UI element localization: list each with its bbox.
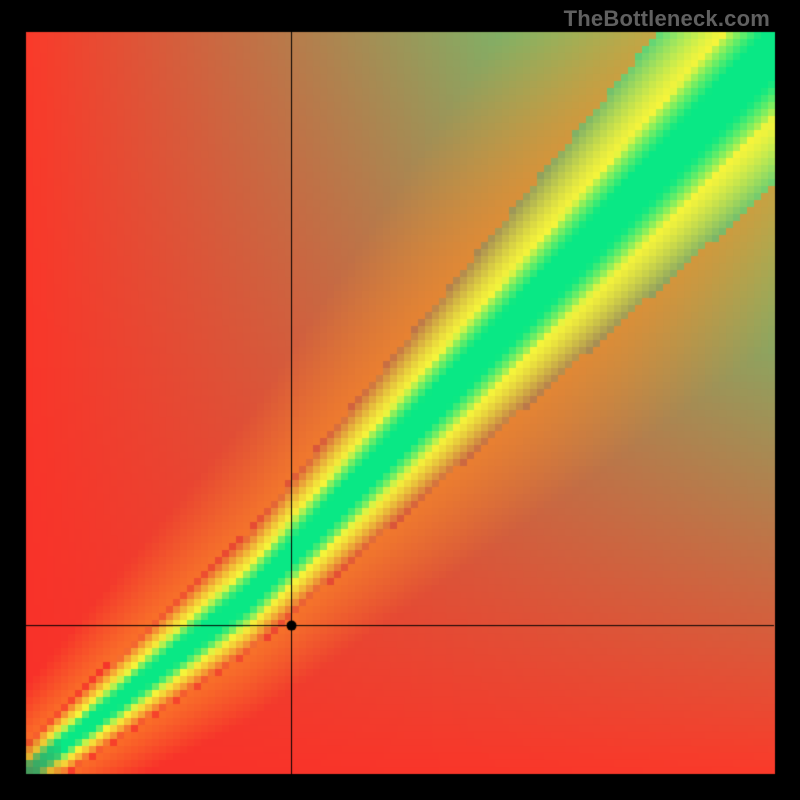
bottleneck-heatmap-canvas [0, 0, 800, 800]
chart-container: TheBottleneck.com [0, 0, 800, 800]
watermark-text: TheBottleneck.com [564, 6, 770, 32]
